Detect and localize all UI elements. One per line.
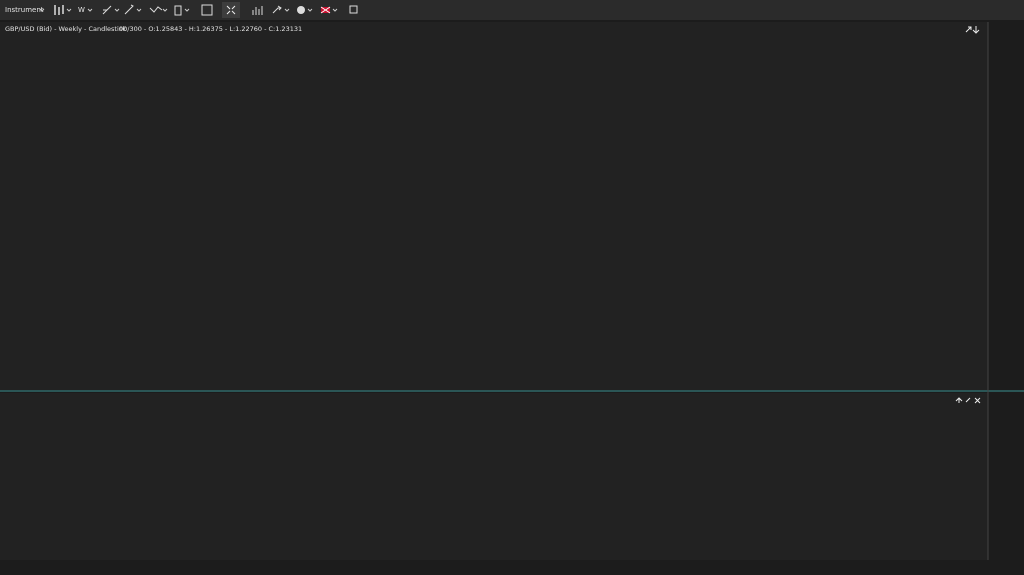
instrument-header: GBP/USD (Bid) - Weekly - Candlestick: [5, 25, 126, 33]
theme-icon: [297, 6, 305, 14]
drawing-tools[interactable]: [102, 2, 358, 18]
flag-cross: [320, 6, 331, 14]
dropdown-arrow: [114, 8, 120, 12]
chart-type-button[interactable]: [54, 5, 72, 15]
fib-tool-icon: [149, 6, 163, 13]
fullscreen-icon: [226, 5, 236, 15]
indicators-icon: [252, 6, 263, 15]
rsi-panel-controls[interactable]: [955, 397, 981, 404]
text-layer: GBP/USD (Bid) - Weekly - Candlestick 90/…: [5, 25, 302, 33]
dropdown-arrow: [307, 8, 313, 12]
candle-icon: [54, 5, 64, 15]
layout-icon: [201, 4, 213, 16]
dropdown-arrow: [39, 8, 45, 12]
period-menu[interactable]: W: [78, 6, 93, 14]
share-icon: [272, 5, 282, 14]
pen-tool-icon: [124, 4, 134, 15]
dropdown-arrow: [184, 8, 190, 12]
dropdown-arrow: [66, 8, 72, 12]
trash-icon: [174, 5, 182, 16]
toolbar: [0, 0, 1024, 20]
price-panel-controls[interactable]: [965, 26, 980, 34]
dropdown-arrow: [162, 8, 168, 12]
rsi-panel: [0, 393, 988, 560]
panel-controls[interactable]: [955, 26, 981, 404]
window-icon: [349, 5, 358, 14]
instrument-label[interactable]: Instrument: [5, 6, 44, 14]
dropdown-arrow: [284, 8, 290, 12]
instrument-menu[interactable]: Instrument: [5, 6, 45, 14]
dropdown-arrow: [87, 8, 93, 12]
period-label[interactable]: W: [78, 6, 85, 14]
price-panel: [0, 22, 988, 390]
active-button[interactable]: [222, 2, 240, 18]
dropdown-arrow: [332, 8, 338, 12]
ohlc-header: 90/300 - O:1.25843 - H:1.26375 - L:1.227…: [119, 25, 302, 33]
line-tool-icon: [102, 5, 112, 15]
dropdown-arrow: [136, 8, 142, 12]
